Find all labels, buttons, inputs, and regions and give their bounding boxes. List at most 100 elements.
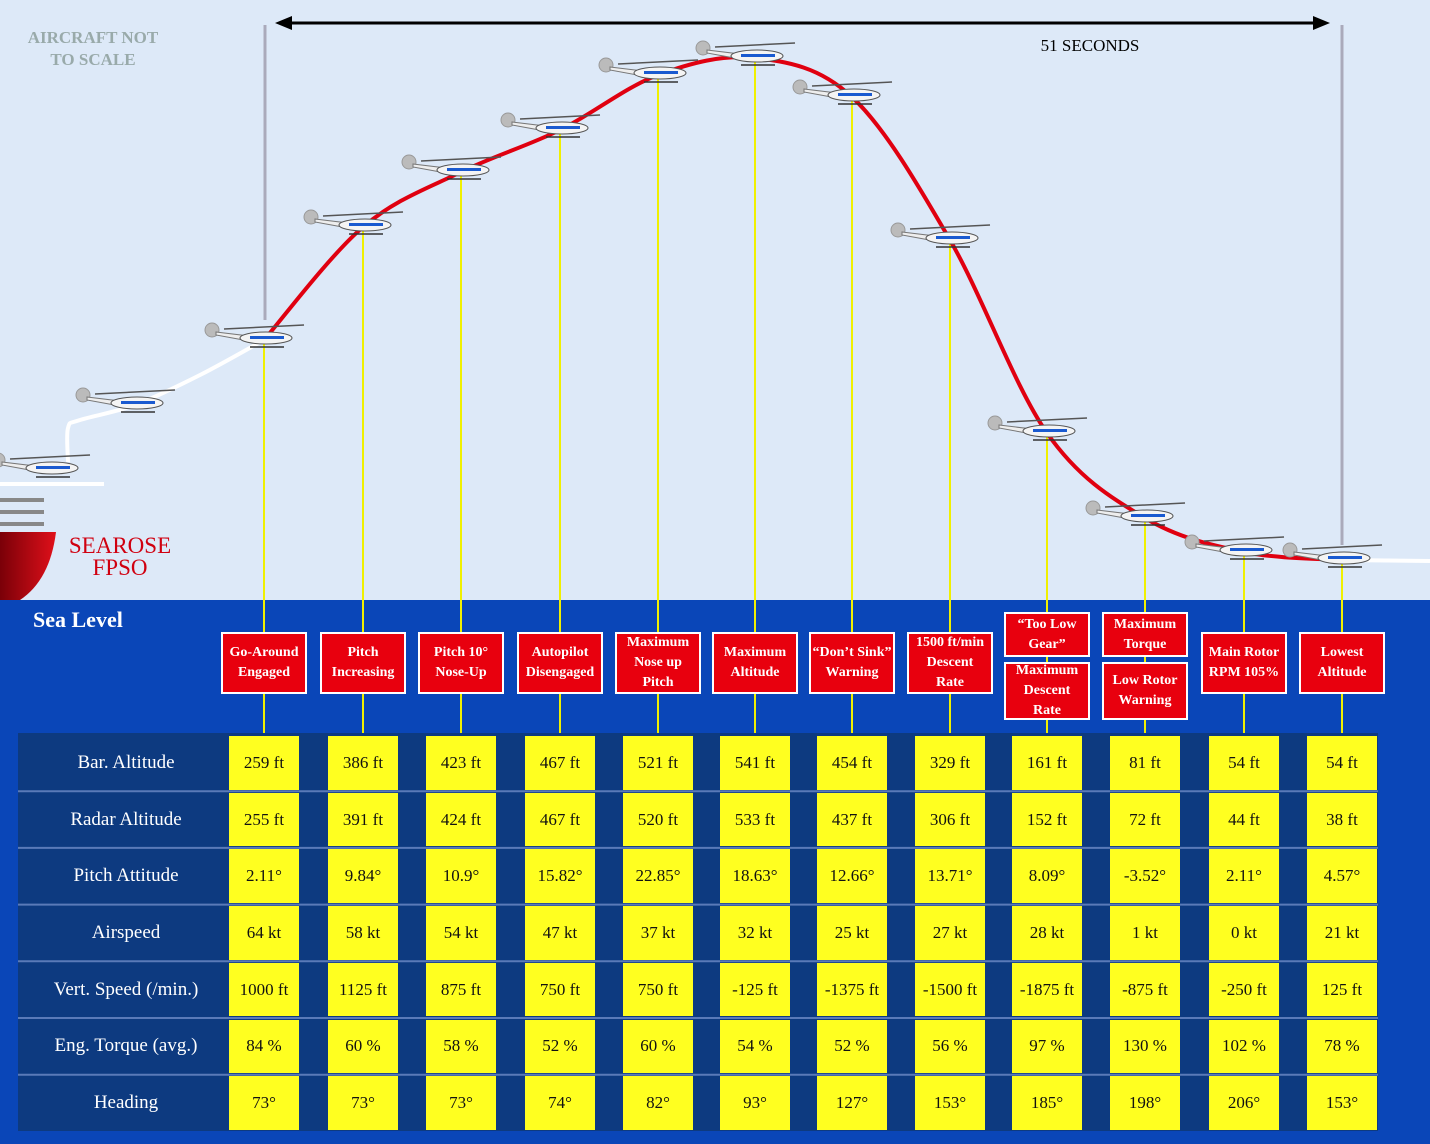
table-cell: -1375 ft	[817, 962, 887, 1017]
table-cell: 1125 ft	[328, 962, 398, 1017]
vessel-name: SEAROSE	[69, 533, 171, 558]
table-cell: 73°	[229, 1076, 299, 1130]
event-label: RPM 105%	[1208, 665, 1280, 680]
table-cell: 37 kt	[623, 906, 693, 960]
table-cell: 386 ft	[328, 736, 398, 790]
rotor	[617, 59, 699, 65]
event-label: Rate	[1033, 703, 1061, 718]
event-label: Pitch	[347, 645, 379, 660]
event-label: Go-Around	[229, 645, 299, 660]
row-label: Radar Altitude	[70, 808, 182, 830]
table-cell: 32 kt	[720, 906, 790, 960]
event-label: Descent	[1023, 683, 1071, 698]
event-box: Low Rotor Warning	[1102, 662, 1188, 720]
stripe	[546, 126, 580, 129]
event-label: Maximum	[626, 635, 690, 650]
table-cell: 541 ft	[720, 736, 790, 790]
helicopter	[303, 209, 404, 235]
table-cell: 152 ft	[1012, 792, 1082, 847]
table-cell: 437 ft	[817, 792, 887, 847]
table-cell: 12.66°	[817, 849, 887, 904]
table-cell: 750 ft	[623, 962, 693, 1017]
table-cell: 81 ft	[1110, 736, 1180, 790]
table-cell: 198°	[1110, 1076, 1180, 1130]
event-box: Autopilot Disengaged	[517, 632, 603, 694]
table-cell: 520 ft	[623, 792, 693, 847]
rotor	[322, 211, 404, 217]
table-cell: 54 %	[720, 1019, 790, 1074]
event-label: Main Rotor	[1208, 645, 1280, 660]
rotor	[714, 42, 796, 48]
helicopter	[695, 40, 796, 66]
event-label: Pitch	[642, 675, 674, 690]
table-cell: 329 ft	[915, 736, 985, 790]
table-cell: 38 ft	[1307, 792, 1377, 847]
table-cell: 127°	[817, 1076, 887, 1130]
row-label: Pitch Attitude	[73, 865, 179, 887]
event-label: Pitch 10°	[433, 645, 489, 660]
event-box: 1500 ft/min Descent Rate	[907, 632, 993, 694]
table-cell: 467 ft	[525, 792, 595, 847]
event-box: “Too Low Gear”	[1004, 612, 1090, 657]
stripe	[447, 168, 481, 171]
event-label: Gear”	[1028, 636, 1066, 652]
event-label: Warning	[825, 665, 879, 680]
table-cell: 391 ft	[328, 792, 398, 847]
event-label: Altitude	[730, 665, 780, 680]
table-cell: 54 ft	[1209, 736, 1279, 790]
table-cell: 10.9°	[426, 849, 496, 904]
table-cell: 9.84°	[328, 849, 398, 904]
event-label: Engaged	[237, 665, 291, 680]
table-cell: 97 %	[1012, 1019, 1082, 1074]
vessel-name: FPSO	[93, 555, 148, 580]
table-cell: 2.11°	[229, 849, 299, 904]
helicopter	[987, 415, 1088, 441]
table-cell: 28 kt	[1012, 906, 1082, 960]
helicopter	[890, 222, 991, 248]
table-cell: -1875 ft	[1012, 962, 1082, 1017]
event-box: Maximum Descent Rate	[1004, 662, 1090, 720]
table-cell: 467 ft	[525, 736, 595, 790]
table-cell: 533 ft	[720, 792, 790, 847]
approach-path	[65, 338, 265, 463]
sky	[0, 0, 1430, 600]
table-cell: 47 kt	[525, 906, 595, 960]
table-cell: 74°	[525, 1076, 595, 1130]
table-cell: -875 ft	[1110, 962, 1180, 1017]
ship-hull	[0, 532, 56, 600]
stripe	[1230, 548, 1264, 551]
table-cell: 259 ft	[229, 736, 299, 790]
stripe	[121, 401, 155, 404]
table-cell: 1 kt	[1110, 906, 1180, 960]
table-cell: 22.85°	[623, 849, 693, 904]
table-cell: 64 kt	[229, 906, 299, 960]
helicopter	[1184, 534, 1285, 560]
event-label: Increasing	[331, 665, 395, 680]
event-label: Maximum	[1113, 616, 1177, 632]
helicopter	[204, 322, 305, 348]
event-box: Main Rotor RPM 105%	[1201, 632, 1287, 694]
table-cell: 84 %	[229, 1019, 299, 1074]
table-cell: 27 kt	[915, 906, 985, 960]
event-label: Lowest	[1320, 645, 1364, 660]
table-cell: 750 ft	[525, 962, 595, 1017]
rotor	[1203, 536, 1285, 542]
table-cell: 255 ft	[229, 792, 299, 847]
event-label: Maximum	[723, 645, 787, 660]
note: TO SCALE	[50, 50, 135, 69]
helicopter	[500, 112, 601, 138]
stripe	[1131, 514, 1165, 517]
table-cell: 78 %	[1307, 1019, 1377, 1074]
ship-deck	[0, 482, 104, 486]
event-box: Maximum Torque	[1102, 612, 1188, 657]
event-label: “Don’t Sink”	[812, 645, 892, 660]
stripe	[644, 71, 678, 74]
table-cell: 206°	[1209, 1076, 1279, 1130]
helicopter	[0, 452, 91, 478]
rotor	[9, 454, 91, 460]
table-cell: 2.11°	[1209, 849, 1279, 904]
event-label: Maximum	[1015, 663, 1079, 678]
table-cell: 125 ft	[1307, 962, 1377, 1017]
event-label: 1500 ft/min	[915, 635, 985, 650]
helicopter	[401, 154, 502, 180]
